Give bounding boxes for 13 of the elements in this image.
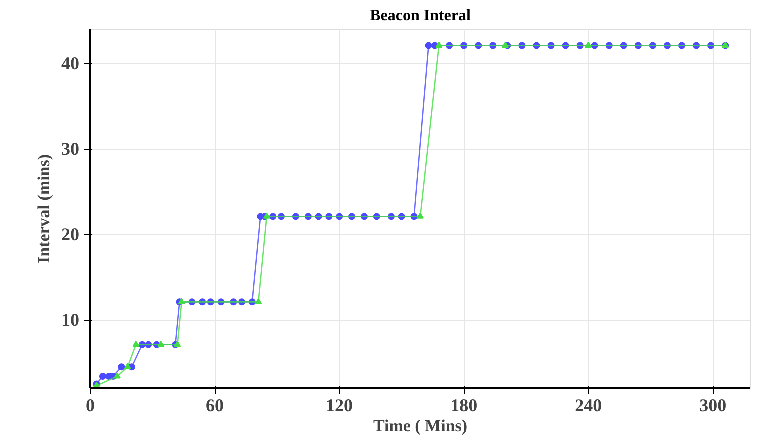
x-tick-label: 300 (700, 396, 727, 416)
x-tick-label: 0 (86, 396, 95, 416)
y-tick-label: 20 (62, 224, 80, 245)
x-tick-label: 240 (575, 396, 602, 416)
y-tick-label: 30 (62, 139, 80, 160)
x-axis-title: Time ( Mins) (373, 416, 468, 436)
x-tick-label: 120 (326, 396, 354, 416)
x-tick-label: 60 (206, 396, 224, 416)
x-tick-label: 180 (450, 396, 478, 416)
y-tick-label: 40 (62, 54, 80, 74)
y-tick-label: 10 (62, 310, 80, 330)
y-axis-title: Interval (mins) (34, 154, 54, 264)
chart-title: Beacon Interal (370, 8, 472, 24)
